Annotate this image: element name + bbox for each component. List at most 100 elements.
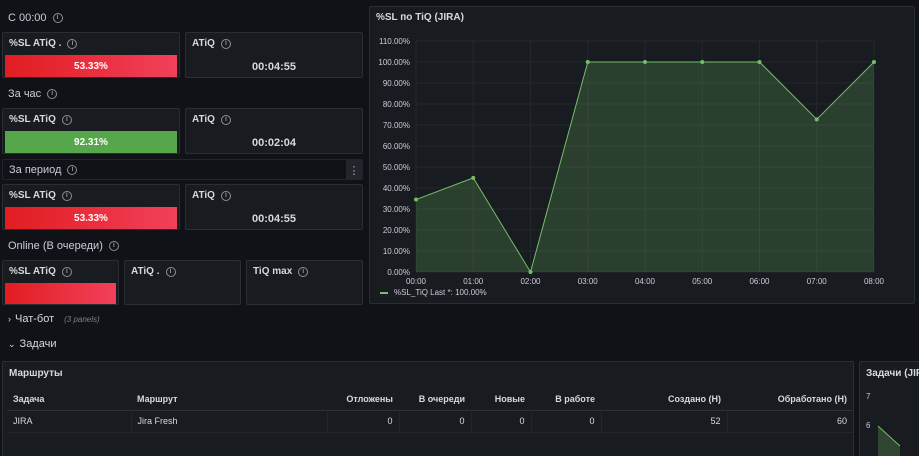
y-tick-label: 30.00% bbox=[383, 205, 410, 214]
x-tick-label: 05:00 bbox=[692, 277, 713, 286]
panel-title-text: ATiQ bbox=[192, 190, 215, 201]
panel-title: %SL ATiQ i bbox=[9, 114, 72, 125]
sl-gauge-bar: 53.33% bbox=[5, 207, 177, 229]
column-header[interactable]: Обработано (Н) bbox=[727, 388, 853, 411]
data-point bbox=[585, 60, 590, 64]
section-label-last-hour: За час i bbox=[8, 88, 58, 100]
data-point bbox=[814, 117, 819, 122]
y-tick-label: 20.00% bbox=[383, 226, 410, 235]
section-label-online: Online (В очереди) i bbox=[8, 240, 119, 252]
section-chatbot[interactable]: › Чат-бот (3 panels) bbox=[8, 313, 100, 325]
row-label-text: Online (В очереди) bbox=[8, 240, 103, 252]
sl-atiq-panel-2: %SL ATiQ i 92.31% bbox=[2, 108, 180, 154]
section-label-period: За период i bbox=[9, 164, 78, 176]
section-tasks[interactable]: ⌄ Задачи bbox=[8, 338, 56, 350]
panel-title: ATiQ i bbox=[192, 190, 231, 201]
atiq-panel-3: ATiQ i 00:04:55 bbox=[185, 184, 363, 230]
column-header[interactable]: В очереди bbox=[399, 388, 471, 411]
y-tick-label: 60.00% bbox=[383, 142, 410, 151]
column-header[interactable]: Отложены bbox=[327, 388, 399, 411]
panel-title-text: Маршруты bbox=[9, 368, 63, 379]
sl-tiq-chart-panel: %SL по TiQ (JIRA) 0.00% 10.00% 20.00% 30.00… bbox=[369, 6, 915, 304]
panel-menu-icon[interactable]: ⋮ bbox=[346, 160, 362, 180]
column-header[interactable]: В работе bbox=[531, 388, 601, 411]
panel-title: ATiQ . i bbox=[131, 266, 176, 277]
panel-title: TiQ max i bbox=[253, 266, 309, 277]
panel-title-text: ATiQ bbox=[192, 114, 215, 125]
column-header[interactable]: Задача bbox=[7, 388, 131, 411]
info-icon[interactable]: i bbox=[298, 266, 309, 277]
x-tick-label: 01:00 bbox=[463, 277, 484, 286]
data-point bbox=[414, 197, 418, 202]
series-area bbox=[416, 62, 874, 272]
info-icon[interactable]: i bbox=[165, 266, 176, 277]
panel-title: %SL ATiQ i bbox=[9, 190, 72, 201]
column-header[interactable]: Маршрут bbox=[131, 388, 327, 411]
chart-title: %SL по TiQ (JIRA) bbox=[376, 12, 464, 23]
x-tick-label: 03:00 bbox=[578, 277, 599, 286]
panel-title: %SL ATiQ . i bbox=[9, 38, 78, 49]
table-header-row: Задача Маршрут Отложены В очереди Новые … bbox=[7, 388, 853, 411]
row-label-text: За час bbox=[8, 88, 42, 100]
table-cell: JIRA bbox=[7, 410, 131, 433]
panel-title: Маршруты bbox=[9, 368, 63, 379]
chart-legend[interactable]: %SL_TiQ Last *: 100.00% bbox=[380, 288, 487, 297]
x-tick-label: 07:00 bbox=[807, 277, 828, 286]
panel-title-text: %SL ATiQ . bbox=[9, 38, 62, 49]
panel-title-text: Задачи (JIR bbox=[866, 368, 919, 379]
sl-gauge-bar: 53.33% bbox=[5, 55, 177, 77]
sl-value: 92.31% bbox=[74, 136, 108, 148]
routes-panel: Маршруты Задача Маршрут Отложены В очере… bbox=[2, 361, 854, 456]
y-tick-label: 110.00% bbox=[379, 37, 410, 46]
x-tick-label: 00:00 bbox=[406, 277, 427, 286]
info-icon[interactable]: i bbox=[52, 13, 63, 23]
table-cell: 52 bbox=[600, 410, 727, 433]
column-header[interactable]: Новые bbox=[471, 388, 531, 411]
sl-atiq-panel-3: %SL ATiQ i 53.33% bbox=[2, 184, 180, 230]
tiq-max-panel: TiQ max i bbox=[246, 260, 363, 305]
section-title: Чат-бот bbox=[15, 313, 55, 325]
table-cell: 0 bbox=[326, 410, 399, 433]
info-icon[interactable]: i bbox=[67, 38, 78, 49]
routes-table: Задача Маршрут Отложены В очереди Новые … bbox=[7, 388, 853, 433]
info-icon[interactable]: i bbox=[61, 266, 72, 277]
atiq-value: 00:02:04 bbox=[251, 137, 297, 149]
legend-swatch bbox=[380, 291, 388, 294]
data-point bbox=[872, 60, 876, 64]
info-icon[interactable]: i bbox=[61, 114, 72, 125]
period-header: За период i ⋮ bbox=[2, 159, 363, 180]
data-point bbox=[528, 270, 533, 274]
y-tick-label: 80.00% bbox=[383, 100, 410, 109]
info-icon[interactable]: i bbox=[220, 114, 231, 125]
section-panel-count: (3 panels) bbox=[64, 314, 100, 324]
y-tick-label: 90.00% bbox=[383, 79, 410, 88]
data-point bbox=[700, 60, 705, 64]
table-cell: 0 bbox=[398, 410, 471, 433]
info-icon[interactable]: i bbox=[47, 89, 58, 99]
series-line bbox=[877, 425, 901, 447]
info-icon[interactable]: i bbox=[220, 190, 231, 201]
atiq-value: 00:04:55 bbox=[251, 61, 297, 73]
data-point bbox=[643, 60, 647, 64]
y-tick-label: 40.00% bbox=[383, 184, 410, 193]
tasks-jira-panel: Задачи (JIR 7 6 bbox=[859, 361, 919, 456]
y-tick-label: 6 bbox=[866, 421, 871, 430]
panel-title-text: ATiQ . bbox=[131, 266, 160, 277]
data-point bbox=[757, 60, 762, 64]
info-icon[interactable]: i bbox=[220, 38, 231, 49]
sl-atiq-panel-online: %SL ATiQ i bbox=[2, 260, 119, 305]
info-icon[interactable]: i bbox=[67, 165, 78, 175]
sl-gauge-bar: 92.31% bbox=[5, 131, 177, 153]
data-point bbox=[471, 175, 476, 180]
x-tick-label: 02:00 bbox=[520, 277, 541, 286]
panel-title-text: %SL ATiQ bbox=[9, 114, 56, 125]
area-fill bbox=[878, 426, 900, 456]
sl-gauge-bar bbox=[5, 283, 116, 304]
x-tick-label: 08:00 bbox=[864, 277, 885, 286]
info-icon[interactable]: i bbox=[61, 190, 72, 201]
panel-title-text: %SL ATiQ bbox=[9, 266, 56, 277]
y-tick-label: 100.00% bbox=[378, 58, 410, 67]
column-header[interactable]: Создано (Н) bbox=[601, 388, 727, 411]
table-row: JIRA Jira Fresh 0 0 0 0 52 60 bbox=[7, 410, 853, 433]
info-icon[interactable]: i bbox=[108, 241, 119, 251]
